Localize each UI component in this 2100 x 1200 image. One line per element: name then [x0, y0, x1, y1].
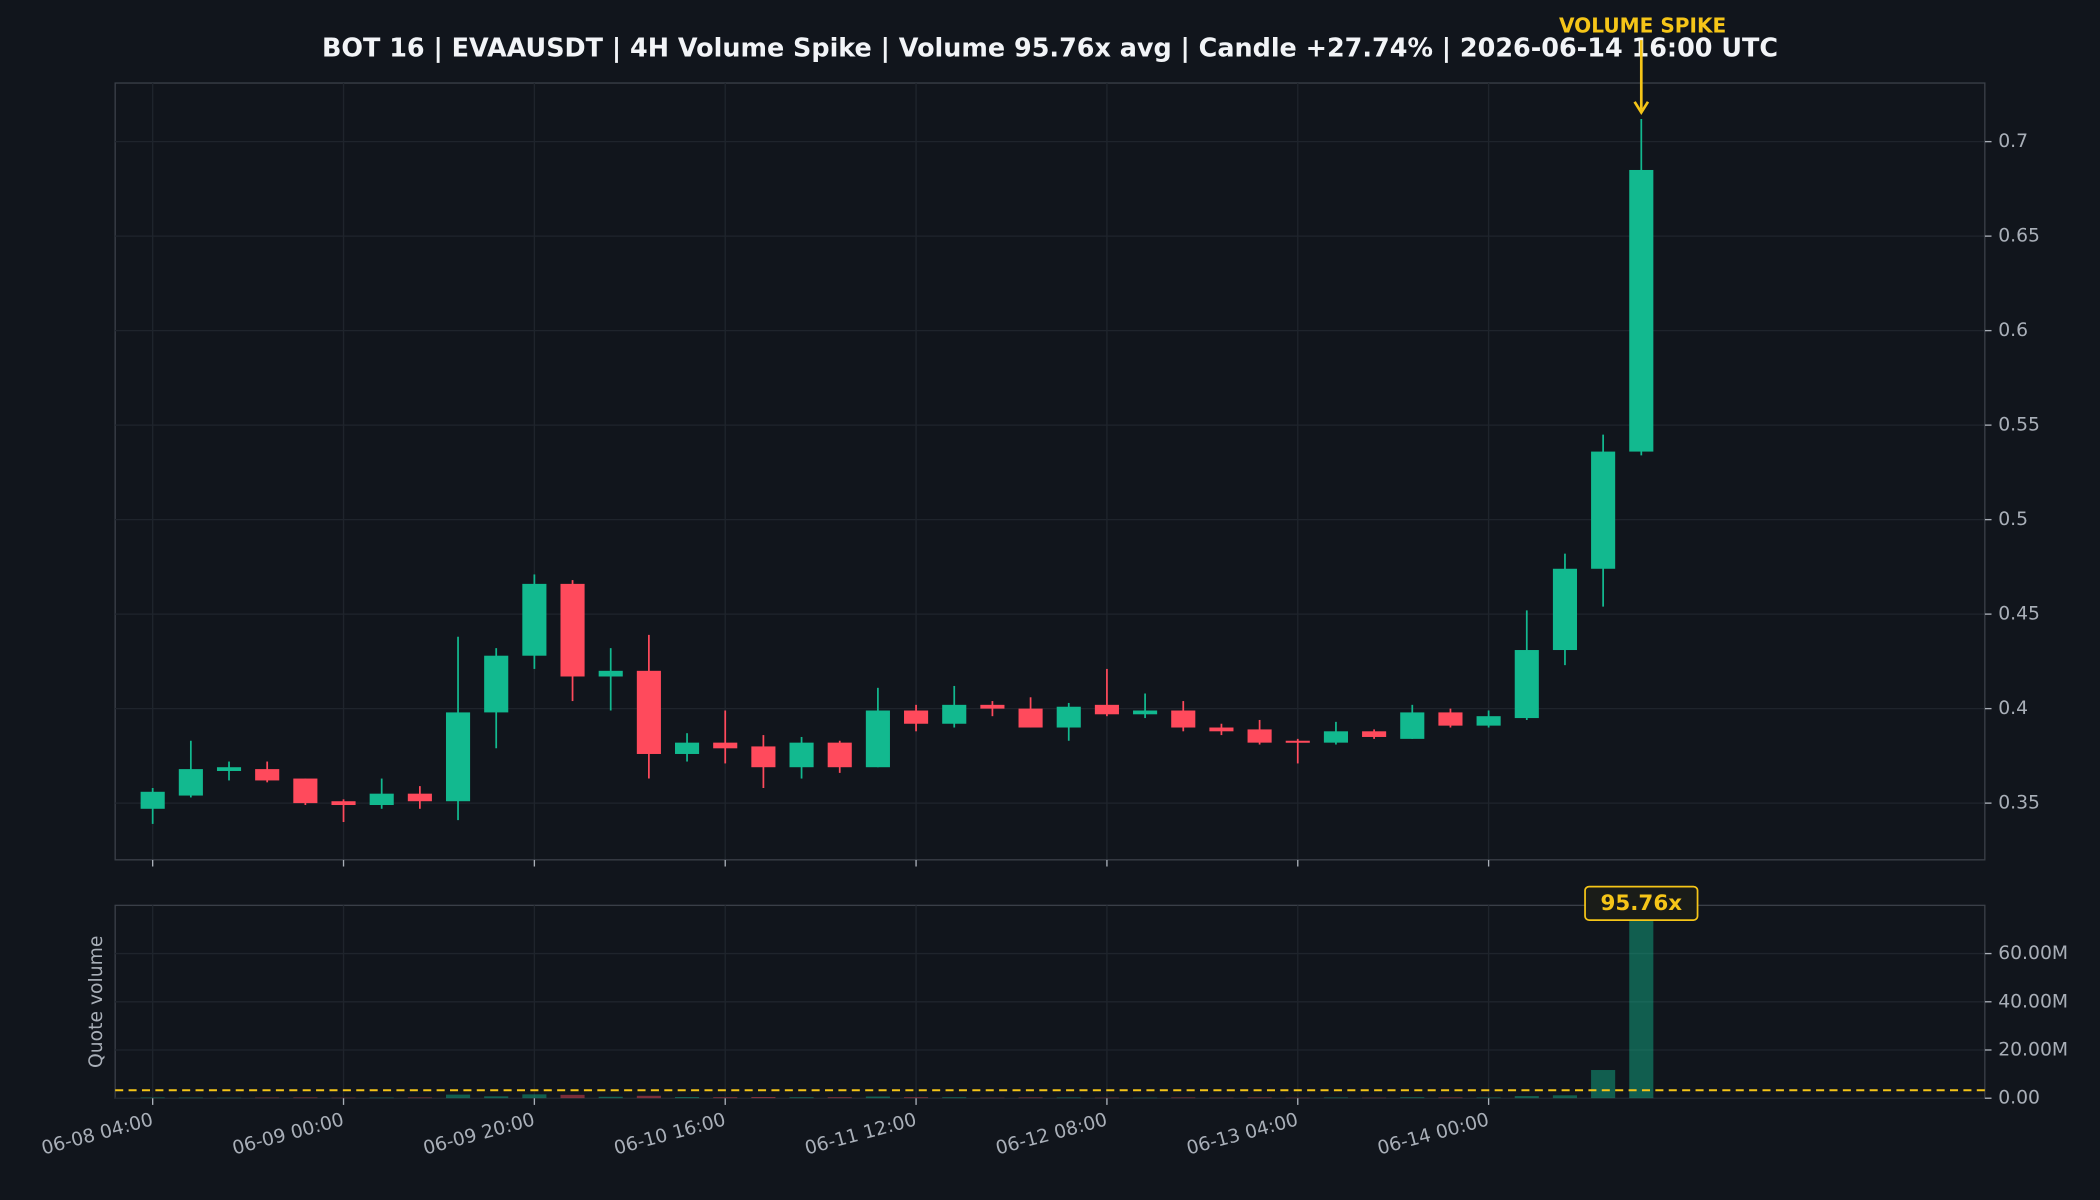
y-tick-label: 60.00M: [1998, 943, 2068, 964]
volume-bar: [675, 1097, 700, 1099]
y-tick-label: 0.35: [1998, 793, 2040, 814]
candle-body: [904, 710, 929, 724]
volume-bar: [407, 1097, 432, 1099]
candle-body: [1056, 706, 1081, 728]
volume-bar: [1018, 1097, 1043, 1099]
volume-bar: [1247, 1097, 1272, 1099]
volume-bar: [1552, 1095, 1578, 1099]
candle-body: [255, 769, 280, 781]
candle-body: [369, 793, 394, 806]
candle-body: [1247, 729, 1272, 743]
candle-body: [675, 742, 700, 754]
volume-bar: [445, 1094, 471, 1099]
volume-bar: [178, 1097, 203, 1099]
candle-body: [1362, 731, 1387, 737]
volume-bars: [140, 905, 1654, 1099]
annotation-arrowhead: [1633, 101, 1650, 116]
candle-body: [560, 583, 585, 677]
volume-bar: [369, 1097, 394, 1099]
y-axis-label: Quote volume: [86, 936, 107, 1068]
candle-body: [1133, 710, 1158, 715]
y-tick-label: 0.45: [1998, 604, 2040, 625]
candle-body: [216, 767, 242, 771]
volume-bar: [713, 1097, 738, 1099]
candle-body: [751, 746, 776, 768]
candle-body: [1018, 708, 1043, 728]
candle-body: [942, 704, 967, 724]
volume-bar: [484, 1096, 509, 1099]
candle-body: [178, 769, 203, 796]
candle-body: [1629, 169, 1654, 452]
spike-annotation: VOLUME SPIKE: [1559, 13, 1726, 37]
candle-body: [1094, 704, 1119, 715]
candle-body: [1552, 568, 1578, 651]
candle-body: [1209, 727, 1234, 732]
candle-body: [1323, 731, 1348, 743]
volume-bar: [1056, 1097, 1081, 1099]
price-panel: [114, 82, 1986, 861]
candle-body: [1285, 740, 1310, 743]
volume-bar: [1400, 1097, 1425, 1099]
volume-bar: [1476, 1097, 1501, 1099]
candle-body: [827, 742, 852, 768]
candle-body: [140, 791, 165, 809]
volume-bar: [560, 1094, 585, 1099]
y-tick-label: 0.00: [1998, 1088, 2040, 1109]
y-tick-label: 40.00M: [1998, 991, 2068, 1012]
candle-body: [980, 704, 1005, 709]
candle-body: [1476, 716, 1501, 726]
chart-title: BOT 16 | EVAAUSDT | 4H Volume Spike | Vo…: [322, 33, 1778, 63]
candle-body: [407, 793, 432, 802]
candle-body: [789, 742, 814, 768]
volume-bar: [598, 1096, 623, 1099]
candle-body: [598, 670, 623, 677]
candle-body: [293, 778, 318, 804]
y-tick-label: 20.00M: [1998, 1040, 2068, 1061]
volume-bar: [140, 1097, 165, 1099]
candle-body: [331, 801, 356, 806]
volume-bar: [865, 1096, 890, 1099]
candle-body: [636, 670, 661, 754]
y-tick-label: 0.65: [1998, 226, 2040, 247]
candle-body: [1438, 712, 1463, 726]
volume-bar: [636, 1095, 661, 1099]
volume-bar: [1629, 905, 1654, 1099]
y-tick-label: 0.7: [1998, 131, 2028, 152]
candle-body: [1591, 451, 1616, 569]
candle-body: [1171, 710, 1196, 728]
candle-body: [1400, 712, 1425, 739]
volume-bar: [1591, 1070, 1616, 1099]
y-tick-label: 0.55: [1998, 415, 2040, 436]
volume-bar: [942, 1097, 967, 1099]
volume-bar: [522, 1094, 547, 1099]
volume-bar: [1323, 1097, 1348, 1099]
volume-bar: [255, 1097, 280, 1099]
candle-body: [1514, 650, 1539, 719]
volume-bar: [904, 1097, 929, 1099]
y-tick-label: 0.4: [1998, 698, 2028, 719]
volume-bar: [789, 1097, 814, 1099]
volume-bar: [1171, 1097, 1196, 1099]
volume-bar: [1438, 1097, 1463, 1099]
ratio-label: 95.76x: [1601, 891, 1683, 916]
y-tick-label: 0.6: [1998, 320, 2028, 341]
candle-body: [445, 712, 471, 802]
candle-body: [865, 710, 890, 768]
volume-bar: [751, 1097, 776, 1099]
y-tick-label: 0.5: [1998, 509, 2028, 530]
ratio-label-box: [1584, 885, 1699, 921]
volume-bar: [293, 1097, 318, 1099]
candle-body: [713, 742, 738, 749]
volume-bar: [827, 1097, 852, 1099]
candle-body: [484, 655, 509, 713]
volume-bar: [1514, 1096, 1539, 1099]
candle-body: [522, 583, 547, 656]
